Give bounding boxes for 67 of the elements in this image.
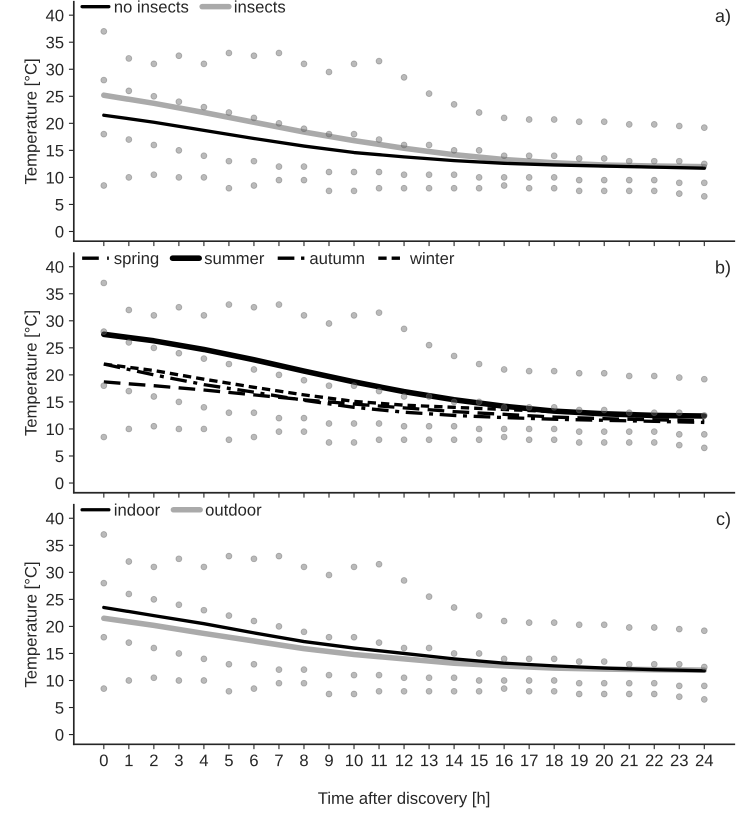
y-axis-title: Temperature [°C] [24,311,40,436]
y-tick-label: 35 [46,36,64,48]
x-tick-label: 20 [596,754,613,766]
x-tick-label: 1 [125,754,133,766]
x-tick-label: 17 [521,754,538,766]
x-tick-label: 2 [150,754,158,766]
y-tick-label: 25 [46,594,64,606]
y-tick-label: 40 [46,261,64,273]
y-tick-label: 5 [55,450,64,462]
legend-label: indoor [114,503,160,516]
annotation: b) [716,260,730,278]
x-tick-label: 24 [696,754,714,766]
x-tick-label: 3 [174,754,183,766]
y-tick-label: 0 [55,728,64,741]
y-tick-label: 20 [46,369,64,382]
legend-label: summer [204,255,264,264]
x-tick-label: 11 [372,754,387,766]
x-tick-label: 19 [571,754,588,766]
y-tick-label: 0 [55,226,64,238]
y-tick-label: 0 [55,477,64,490]
x-tick-label: 23 [670,754,688,766]
y-tick-label: 15 [46,648,64,660]
legend-label: outdoor [206,503,262,516]
x-tick-label: 15 [471,754,488,766]
x-tick-label: 22 [646,754,663,766]
legend-label: autumn [310,253,364,264]
y-axis-title: Temperature [°C] [24,562,40,688]
y-tick-label: 15 [46,144,64,157]
x-tick-label: 6 [250,754,258,766]
y-tick-label: 25 [46,342,64,354]
x-tick-label: 8 [300,754,308,766]
x-tick-label: 14 [446,754,463,766]
y-tick-label: 15 [46,396,64,408]
x-tick-label: 7 [275,754,283,766]
x-tick-label: 16 [496,754,513,766]
x-tick-label: 12 [396,754,412,766]
y-tick-label: 5 [55,702,64,714]
y-tick-label: 35 [46,540,64,552]
y-tick-label: 25 [46,90,64,102]
y-tick-label: 35 [46,288,64,300]
x-tick-label: 9 [325,754,333,766]
legend-label: insects [234,0,286,13]
legend-label: winter [410,252,454,264]
y-tick-label: 30 [46,566,64,579]
legend-label: spring [114,252,158,268]
y-tick-label: 10 [46,172,64,184]
x-tick-label: 5 [224,754,233,766]
y-tick-label: 10 [46,674,64,687]
y-tick-label: 30 [46,64,64,76]
y-tick-label: 5 [55,199,64,211]
x-tick-label: 0 [100,754,108,766]
legend-label: no insects [114,0,188,13]
y-tick-label: 20 [46,620,64,633]
x-tick-label: 21 [620,754,638,766]
annotation: c) [716,512,730,529]
y-tick-label: 40 [46,10,64,22]
y-tick-label: 10 [46,423,64,436]
y-axis-title: Temperature [°C] [24,60,40,184]
x-tick-label: 18 [546,754,563,766]
y-tick-label: 20 [46,118,64,130]
y-tick-label: 40 [46,512,64,524]
x-tick-label: 4 [200,754,208,766]
x-tick-label: 13 [421,754,438,766]
x-tick-label: 10 [346,754,363,766]
annotation: a) [716,8,730,26]
y-tick-label: 30 [46,315,64,327]
x-axis-title: Time after discovery [h] [318,792,490,808]
